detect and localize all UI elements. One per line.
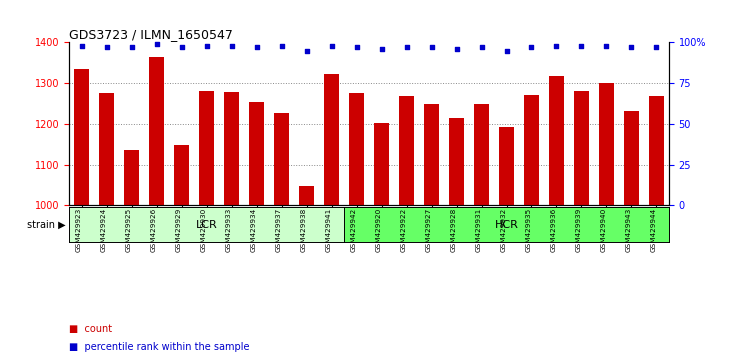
Point [251, 45, 262, 50]
Bar [399, 96, 414, 205]
Text: GSM429923: GSM429923 [76, 208, 82, 252]
Point [425, 45, 437, 50]
Bar [274, 113, 289, 205]
Bar [149, 57, 164, 205]
Point [126, 45, 137, 50]
Point [301, 48, 313, 53]
Text: GSM429926: GSM429926 [151, 208, 157, 252]
Text: GSM429932: GSM429932 [501, 208, 507, 252]
Bar [624, 111, 639, 205]
Point [526, 45, 537, 50]
Point [601, 43, 613, 48]
Point [76, 43, 88, 48]
Text: GSM429941: GSM429941 [326, 208, 332, 252]
Text: GSM429935: GSM429935 [526, 208, 531, 252]
Text: GSM429934: GSM429934 [251, 208, 257, 252]
Text: strain ▶: strain ▶ [27, 220, 66, 230]
Text: GSM429924: GSM429924 [101, 208, 107, 252]
Text: GSM429937: GSM429937 [276, 208, 281, 252]
Bar [549, 76, 564, 205]
Bar [449, 118, 464, 205]
Point [575, 43, 587, 48]
Point [176, 45, 188, 50]
Text: GSM429942: GSM429942 [351, 208, 357, 252]
Bar [324, 74, 339, 205]
Point [651, 45, 662, 50]
Bar [649, 96, 664, 205]
Text: GSM429944: GSM429944 [651, 208, 656, 252]
Text: GSM429943: GSM429943 [626, 208, 632, 252]
Point [351, 45, 363, 50]
Point [376, 46, 387, 52]
Text: LCR: LCR [196, 220, 218, 230]
Text: GSM429927: GSM429927 [425, 208, 431, 252]
Text: GSM429936: GSM429936 [550, 208, 556, 252]
Bar [499, 127, 514, 205]
Bar [574, 91, 589, 205]
Bar [349, 93, 364, 205]
Text: ■  count: ■ count [69, 324, 113, 334]
Text: GSM429933: GSM429933 [226, 208, 232, 252]
Text: GSM429922: GSM429922 [401, 208, 406, 252]
Bar [424, 104, 439, 205]
Point [501, 48, 512, 53]
Text: HCR: HCR [495, 220, 518, 230]
Point [276, 43, 287, 48]
Bar [99, 93, 114, 205]
Point [326, 43, 338, 48]
Text: GSM429938: GSM429938 [300, 208, 307, 252]
Bar [374, 123, 389, 205]
Text: GSM429930: GSM429930 [201, 208, 207, 252]
Bar [224, 92, 239, 205]
Bar [200, 91, 214, 205]
Bar [599, 83, 614, 205]
Point [401, 45, 412, 50]
Text: ■  percentile rank within the sample: ■ percentile rank within the sample [69, 342, 250, 352]
Point [101, 45, 113, 50]
Bar [175, 145, 189, 205]
Text: GSM429940: GSM429940 [600, 208, 607, 252]
Text: GSM429928: GSM429928 [450, 208, 457, 252]
Bar [299, 186, 314, 205]
Bar [75, 69, 89, 205]
Point [476, 45, 488, 50]
Text: GDS3723 / ILMN_1650547: GDS3723 / ILMN_1650547 [69, 28, 233, 41]
Bar [524, 95, 539, 205]
Point [550, 43, 562, 48]
Point [626, 45, 637, 50]
Text: GSM429931: GSM429931 [476, 208, 482, 252]
Point [226, 43, 238, 48]
Point [151, 41, 163, 47]
Text: GSM429939: GSM429939 [575, 208, 581, 252]
Bar [124, 150, 140, 205]
Text: GSM429920: GSM429920 [376, 208, 382, 252]
Bar [249, 102, 264, 205]
Text: GSM429929: GSM429929 [176, 208, 182, 252]
Bar [474, 104, 489, 205]
Point [201, 43, 213, 48]
Point [451, 46, 463, 52]
Text: GSM429925: GSM429925 [126, 208, 132, 252]
